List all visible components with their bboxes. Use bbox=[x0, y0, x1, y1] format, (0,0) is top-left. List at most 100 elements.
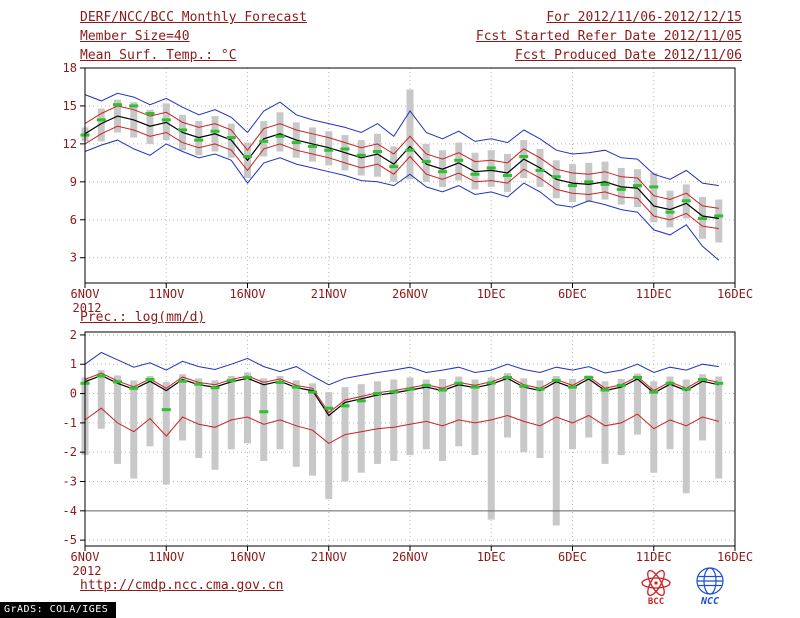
member-range-bar bbox=[617, 378, 625, 456]
ensemble-median-marker bbox=[113, 380, 122, 384]
member-range-bar bbox=[390, 379, 398, 461]
ensemble-median-marker bbox=[616, 187, 626, 191]
plot-title: DERF/NCC/BCC Monthly Forecast bbox=[80, 10, 307, 25]
member-range-bar bbox=[374, 381, 381, 464]
member-range-bar bbox=[422, 379, 430, 450]
member-range-bar bbox=[552, 375, 560, 526]
member-range-bar bbox=[97, 108, 105, 142]
y-tick-label: -2 bbox=[63, 445, 77, 459]
y-tick-label: 6 bbox=[70, 213, 77, 227]
ncc-globe-icon bbox=[696, 567, 724, 595]
member-range-bar bbox=[715, 376, 723, 479]
member-range-bar bbox=[227, 375, 235, 450]
ensemble-median-marker bbox=[373, 149, 382, 153]
ensemble-median-marker bbox=[454, 158, 464, 162]
ensemble-median-marker bbox=[486, 166, 496, 170]
ensemble-median-marker bbox=[356, 153, 366, 157]
member-range-bar bbox=[520, 378, 528, 453]
member-range-bar bbox=[276, 112, 284, 152]
grads-credit: GrADS: COLA/IGES bbox=[0, 602, 117, 618]
ensemble-median-marker bbox=[308, 144, 317, 148]
ensemble-median-marker bbox=[405, 148, 415, 152]
panel1-variable-label: Mean Surf. Temp.: °C bbox=[80, 48, 237, 63]
y-tick-label: 0 bbox=[70, 387, 77, 401]
ncc-logo-label: NCC bbox=[700, 596, 719, 607]
member-range-bar bbox=[276, 375, 284, 450]
y-tick-label: 15 bbox=[63, 99, 77, 113]
ensemble-median-marker bbox=[145, 112, 155, 116]
ensemble-median-marker bbox=[714, 381, 724, 385]
member-range-bar bbox=[97, 370, 105, 429]
y-tick-label: -4 bbox=[63, 504, 77, 518]
ensemble-median-marker bbox=[470, 172, 480, 176]
ensemble-median-marker bbox=[194, 382, 204, 386]
member-range-bar bbox=[114, 375, 121, 464]
member-range-bar bbox=[536, 380, 544, 459]
x-year-label: 2012 bbox=[73, 301, 102, 315]
y-tick-label: -3 bbox=[63, 475, 77, 489]
ensemble-median-marker bbox=[714, 214, 724, 218]
ensemble-median-marker bbox=[698, 377, 707, 381]
member-range-bar bbox=[195, 378, 203, 459]
ensemble-median-marker bbox=[129, 104, 139, 108]
member-range-bar bbox=[309, 383, 316, 476]
member-range-bar bbox=[162, 103, 170, 141]
member-range-bar bbox=[130, 380, 138, 479]
ensemble-median-marker bbox=[681, 199, 691, 203]
ensemble-mean-line bbox=[84, 374, 719, 417]
ensemble-median-marker bbox=[324, 148, 334, 152]
member-range-bar bbox=[601, 161, 609, 200]
ensemble-median-marker bbox=[259, 410, 269, 414]
ensemble-median-marker bbox=[568, 184, 577, 188]
mean-plus-spread-line bbox=[84, 105, 719, 209]
ensemble-max-line bbox=[84, 351, 719, 386]
ensemble-median-marker bbox=[698, 217, 707, 220]
ensemble-median-marker bbox=[649, 185, 659, 189]
ensemble-median-marker bbox=[243, 155, 252, 159]
ensemble-median-marker bbox=[503, 375, 512, 379]
x-tick-label: 16DEC bbox=[717, 550, 753, 564]
x-tick-label: 21NOV bbox=[311, 550, 347, 564]
bcc-atom-icon bbox=[641, 570, 671, 597]
bcc-logo-label: BCC bbox=[648, 597, 664, 606]
member-range-bar bbox=[666, 376, 674, 450]
ensemble-median-marker bbox=[551, 378, 561, 382]
member-range-bar bbox=[569, 378, 576, 450]
ensemble-median-marker bbox=[275, 134, 285, 138]
ensemble-median-marker bbox=[568, 385, 577, 389]
x-tick-label: 16NOV bbox=[229, 550, 265, 564]
x-year-label: 2012 bbox=[73, 564, 102, 578]
ensemble-median-marker bbox=[681, 387, 691, 391]
bcc-logo: BCC bbox=[641, 570, 671, 606]
x-tick-label: 16NOV bbox=[229, 287, 265, 301]
x-tick-label: 6DEC bbox=[558, 287, 587, 301]
ensemble-median-marker bbox=[226, 136, 236, 140]
member-range-bar bbox=[699, 374, 706, 441]
member-range-bar bbox=[487, 377, 495, 520]
ensemble-median-marker bbox=[161, 408, 171, 412]
y-tick-label: 2 bbox=[70, 328, 77, 342]
ensemble-median-marker bbox=[486, 381, 496, 385]
ensemble-median-marker bbox=[178, 128, 187, 132]
y-tick-label: 9 bbox=[70, 175, 77, 189]
member-range-bar bbox=[601, 381, 609, 464]
ensemble-median-marker bbox=[178, 379, 187, 383]
mean-minus-spread-line bbox=[84, 407, 719, 444]
member-range-bar bbox=[162, 381, 170, 485]
temperature-chart: 3 6 9 12 15 18 6NOV 11NOV 16NOV 21NOV 26NOV 1DEC 6DE… bbox=[63, 61, 754, 315]
y-tick-label: -1 bbox=[63, 416, 77, 430]
ensemble-median-marker bbox=[600, 182, 610, 186]
x-tick-label: 11NOV bbox=[148, 550, 184, 564]
ensemble-median-marker bbox=[665, 210, 675, 214]
ensemble-median-marker bbox=[454, 381, 464, 385]
member-range-bar bbox=[146, 375, 154, 447]
ensemble-median-marker bbox=[633, 184, 642, 188]
member-range-bar bbox=[634, 373, 641, 435]
member-range-bar bbox=[179, 374, 186, 441]
y-tick-label: 18 bbox=[63, 61, 77, 75]
source-url: http://cmdp.ncc.cma.gov.cn bbox=[80, 578, 284, 593]
ensemble-median-marker bbox=[324, 406, 334, 410]
x-tick-label: 26NOV bbox=[392, 287, 428, 301]
ensemble-median-marker bbox=[665, 381, 675, 385]
